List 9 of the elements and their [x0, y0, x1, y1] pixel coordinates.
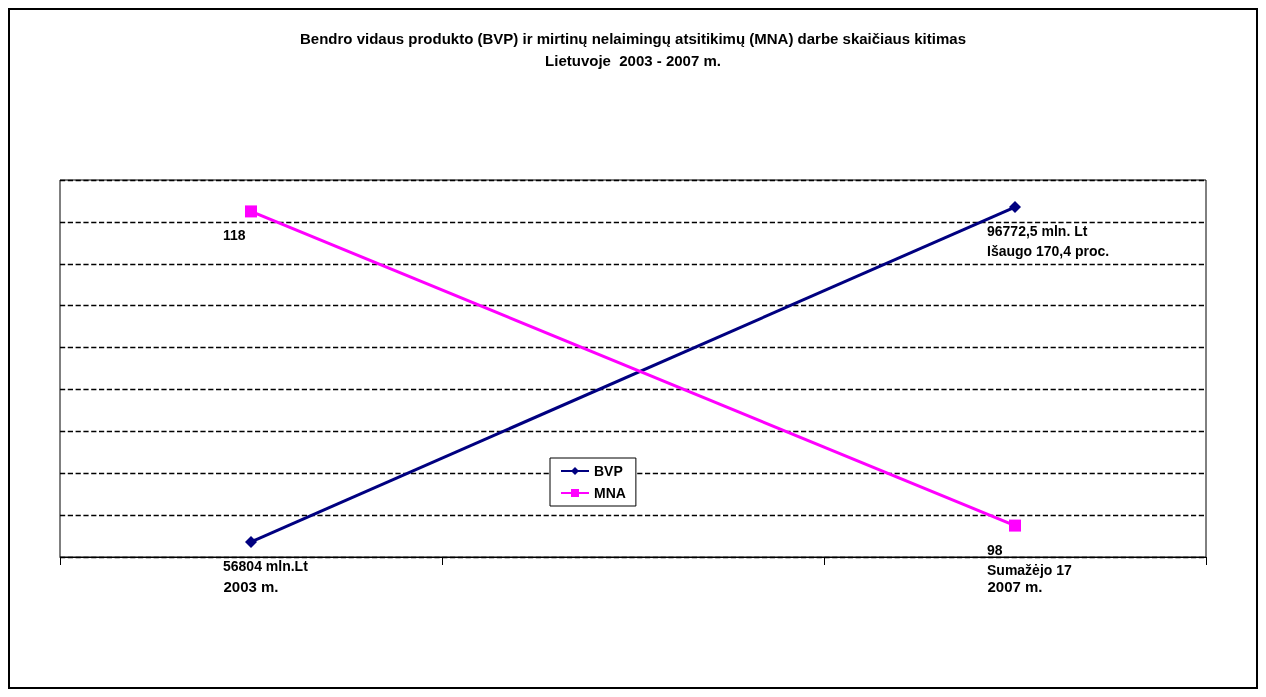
- data-label: 96772,5 mln. Lt Išaugo 170,4 proc.: [987, 223, 1110, 260]
- x-tick-label: 2003 m.: [223, 578, 279, 595]
- data-label: 56804 mln.Lt: [223, 557, 309, 574]
- legend-label: MNA: [594, 485, 626, 501]
- data-label: 98 Sumažėjo 17: [987, 541, 1073, 578]
- legend-label: BVP: [594, 463, 623, 479]
- x-tick-label: 2007 m.: [987, 578, 1043, 595]
- data-label: 118: [223, 227, 246, 244]
- chart-title: Bendro vidaus produkto (BVP) ir mirtinų nelaimingų atsitikimų (MNA) darbe skaičiaus kitimas Lietuvoje 2003 - 2007 m.: [300, 29, 966, 69]
